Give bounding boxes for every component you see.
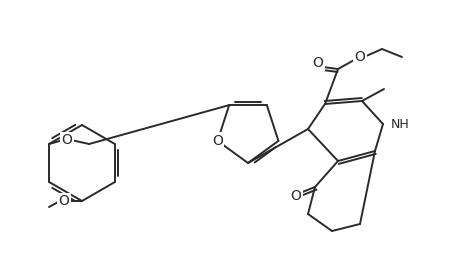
Text: O: O bbox=[313, 56, 324, 70]
Text: O: O bbox=[355, 50, 366, 64]
Text: O: O bbox=[62, 133, 73, 147]
Text: O: O bbox=[212, 134, 223, 148]
Text: O: O bbox=[291, 189, 302, 203]
Text: NH: NH bbox=[391, 117, 410, 131]
Text: O: O bbox=[58, 194, 69, 208]
